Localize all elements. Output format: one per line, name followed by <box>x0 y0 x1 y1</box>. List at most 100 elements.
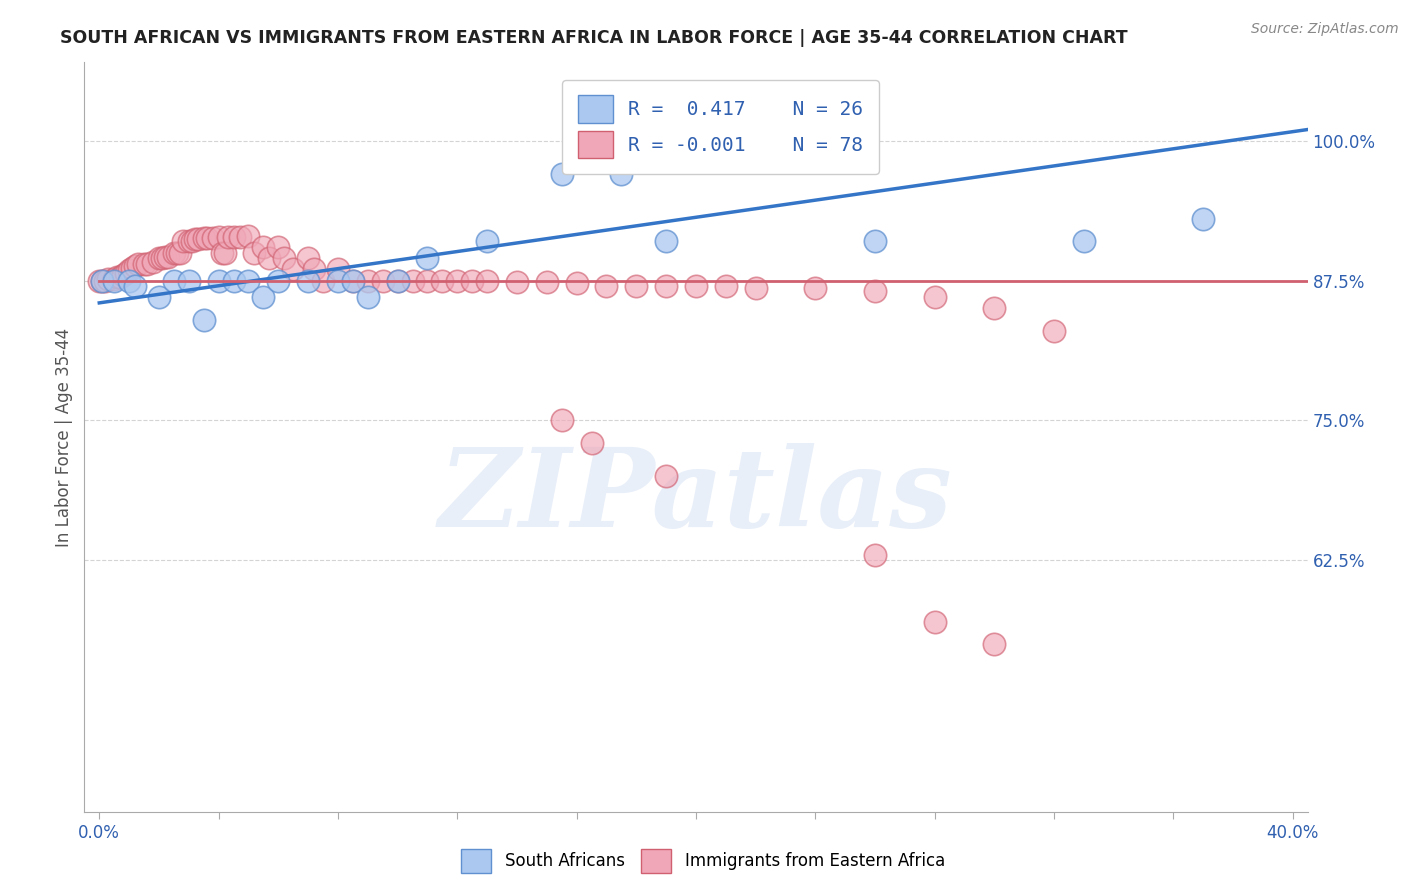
Point <box>148 290 170 304</box>
Point <box>983 301 1005 316</box>
Point <box>416 251 439 265</box>
Point <box>626 279 648 293</box>
Point <box>150 251 173 265</box>
Point <box>302 262 325 277</box>
Point <box>105 270 128 285</box>
Point <box>387 273 409 287</box>
Point <box>461 273 484 287</box>
Point <box>124 279 146 293</box>
Point <box>132 257 155 271</box>
Point <box>115 266 138 280</box>
Point <box>156 250 179 264</box>
Point <box>103 273 125 287</box>
Point <box>401 273 423 287</box>
Point <box>187 232 209 246</box>
Point <box>238 273 260 287</box>
Point <box>238 228 260 243</box>
Point <box>214 245 236 260</box>
Point <box>267 240 290 254</box>
Point <box>655 469 678 483</box>
Point <box>153 250 176 264</box>
Point <box>172 235 194 249</box>
Point <box>180 235 202 249</box>
Point <box>228 230 250 244</box>
Point <box>326 262 349 277</box>
Point <box>297 251 319 265</box>
Point <box>536 275 558 289</box>
Point <box>1043 324 1066 338</box>
Point <box>163 273 186 287</box>
Point <box>103 272 125 286</box>
Point <box>112 268 135 282</box>
Point <box>184 232 207 246</box>
Point <box>163 245 186 260</box>
Point <box>259 251 281 265</box>
Point <box>108 270 131 285</box>
Point <box>177 235 200 249</box>
Point <box>416 273 439 287</box>
Point <box>983 637 1005 651</box>
Point <box>124 259 146 273</box>
Point <box>267 273 290 287</box>
Point <box>1192 212 1215 227</box>
Y-axis label: In Labor Force | Age 35-44: In Labor Force | Age 35-44 <box>55 327 73 547</box>
Point <box>342 273 364 287</box>
Point <box>685 279 707 293</box>
Point <box>89 273 111 287</box>
Point <box>581 435 603 450</box>
Point <box>243 245 266 260</box>
Point <box>446 273 468 287</box>
Point <box>342 273 364 287</box>
Text: SOUTH AFRICAN VS IMMIGRANTS FROM EASTERN AFRICA IN LABOR FORCE | AGE 35-44 CORRE: SOUTH AFRICAN VS IMMIGRANTS FROM EASTERN… <box>60 29 1128 47</box>
Point <box>655 279 678 293</box>
Point <box>94 273 117 287</box>
Point <box>91 273 114 287</box>
Legend: R =  0.417    N = 26, R = -0.001    N = 78: R = 0.417 N = 26, R = -0.001 N = 78 <box>562 79 879 174</box>
Point <box>551 167 574 181</box>
Point <box>1073 235 1095 249</box>
Point <box>252 240 274 254</box>
Point <box>475 235 498 249</box>
Point <box>924 290 946 304</box>
Point <box>326 273 349 287</box>
Point <box>207 230 229 244</box>
Point <box>118 273 141 287</box>
Point <box>357 273 380 287</box>
Point <box>193 231 215 245</box>
Point <box>97 272 120 286</box>
Point <box>387 273 409 287</box>
Point <box>863 235 886 249</box>
Point <box>475 273 498 287</box>
Point <box>222 230 245 244</box>
Point <box>804 281 827 295</box>
Point <box>924 615 946 629</box>
Point <box>136 257 159 271</box>
Point <box>91 273 114 287</box>
Point <box>610 167 633 181</box>
Point <box>863 548 886 562</box>
Point <box>121 261 143 276</box>
Point <box>551 413 574 427</box>
Point <box>211 245 233 260</box>
Point <box>252 290 274 304</box>
Point <box>506 275 529 289</box>
Point <box>655 235 678 249</box>
Text: Source: ZipAtlas.com: Source: ZipAtlas.com <box>1251 22 1399 37</box>
Point <box>371 273 394 287</box>
Point <box>177 273 200 287</box>
Point <box>127 257 149 271</box>
Legend: South Africans, Immigrants from Eastern Africa: South Africans, Immigrants from Eastern … <box>454 842 952 880</box>
Point <box>744 281 766 295</box>
Point <box>195 231 218 245</box>
Point <box>283 262 305 277</box>
Point <box>169 245 191 260</box>
Point <box>312 273 335 287</box>
Point <box>222 273 245 287</box>
Point <box>166 245 188 260</box>
Point <box>148 251 170 265</box>
Point <box>714 279 737 293</box>
Point <box>565 276 588 290</box>
Point <box>297 273 319 287</box>
Point <box>217 230 239 244</box>
Text: ZIPatlas: ZIPatlas <box>439 443 953 550</box>
